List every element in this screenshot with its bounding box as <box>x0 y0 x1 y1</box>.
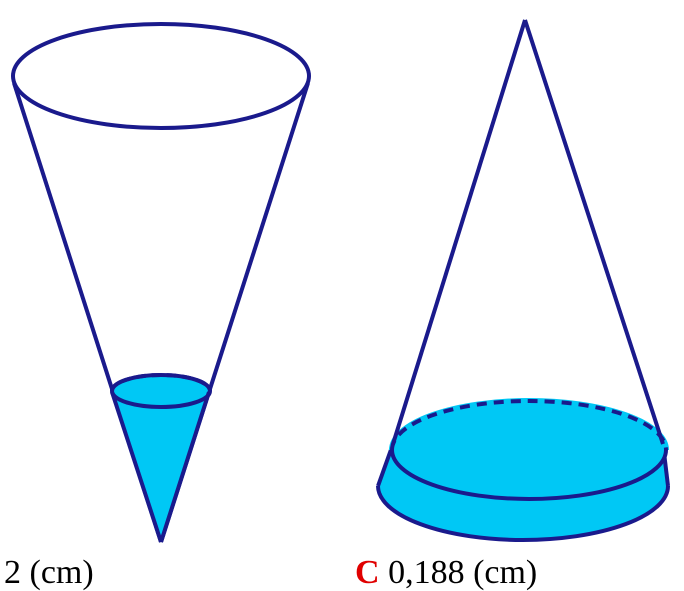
left-cone-top-rim <box>11 22 311 130</box>
left-cone-right-side-front <box>159 391 211 543</box>
right-cone-water-back-edge-dash <box>390 399 668 451</box>
right-caption-value: 0,188 (cm) <box>388 554 538 591</box>
left-caption: 2 (cm) <box>4 556 94 590</box>
left-caption-value: 2 (cm) <box>4 554 94 591</box>
cones-figure <box>11 19 670 543</box>
left-cone <box>11 22 311 543</box>
left-cone-water <box>112 392 209 542</box>
right-cone-right-side <box>523 19 665 445</box>
left-cone-water-back-edge <box>110 373 212 392</box>
right-cone-base-front <box>376 485 670 542</box>
right-caption: C 0,188 (cm) <box>355 556 537 590</box>
choice-letter: C <box>355 554 380 591</box>
right-cone <box>376 19 670 542</box>
right-cone-left-side <box>391 19 527 445</box>
left-cone-left-side-front <box>110 391 163 543</box>
